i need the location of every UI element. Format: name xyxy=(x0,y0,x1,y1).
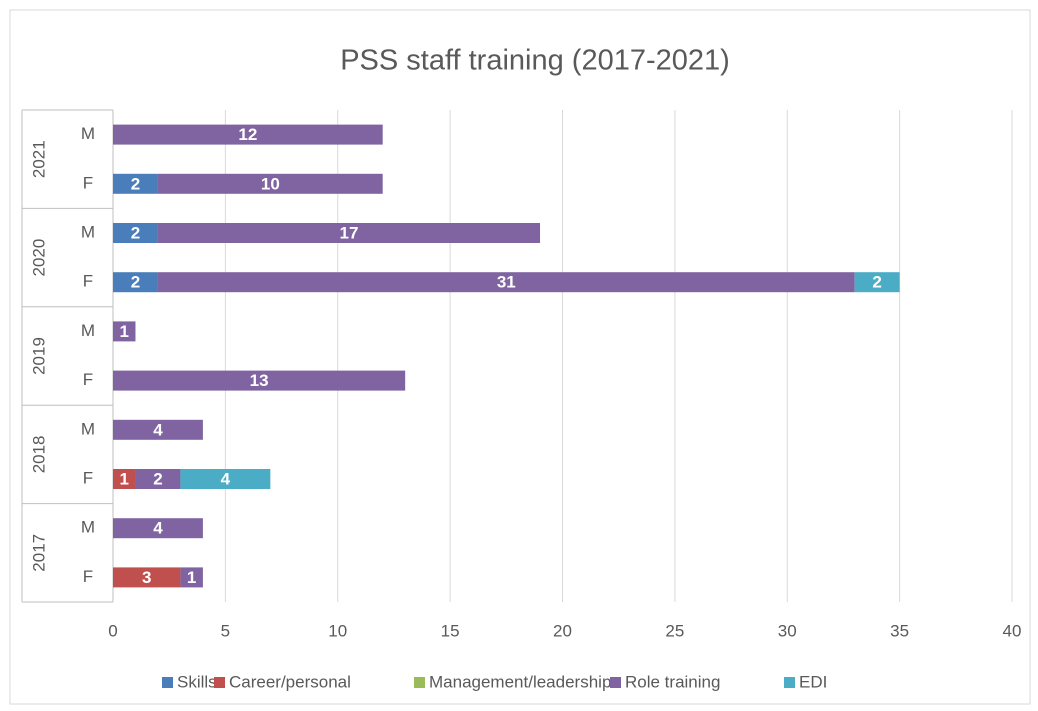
group-label: 2017 xyxy=(29,534,48,572)
bar-segment xyxy=(157,173,383,194)
legend-label: Career/personal xyxy=(229,672,351,691)
data-label: 4 xyxy=(153,420,163,439)
y-tick-label: M xyxy=(81,419,95,438)
y-tick-label: F xyxy=(83,173,93,192)
legend-label: EDI xyxy=(799,672,827,691)
bar-segment xyxy=(113,223,158,243)
group-label: 2020 xyxy=(29,239,48,277)
data-label: 2 xyxy=(131,273,140,292)
bar-segment xyxy=(135,469,181,489)
y-tick-label: F xyxy=(83,567,93,586)
bar-segment xyxy=(113,272,158,293)
group-label: 2021 xyxy=(29,140,48,178)
bar-segment xyxy=(180,469,271,489)
y-tick-label: F xyxy=(83,468,93,487)
data-label: 1 xyxy=(120,322,129,341)
data-label: 2 xyxy=(131,174,140,193)
legend-label: Skills xyxy=(177,672,217,691)
bar-segment xyxy=(113,370,406,391)
bar-segment xyxy=(180,567,203,588)
data-label: 2 xyxy=(131,223,140,242)
bar-segment xyxy=(157,272,855,293)
legend-swatch xyxy=(162,677,173,688)
x-tick-label: 20 xyxy=(553,621,572,640)
bar-segment xyxy=(113,518,203,539)
data-label: 2 xyxy=(153,469,162,488)
bar-segment xyxy=(113,469,136,489)
bar-segment xyxy=(113,419,203,440)
legend-swatch xyxy=(414,677,425,688)
x-tick-label: 0 xyxy=(108,621,117,640)
y-tick-label: M xyxy=(81,321,95,340)
data-label: 4 xyxy=(221,469,231,488)
bar-segment xyxy=(113,567,181,588)
legend-label: Management/leadership xyxy=(429,672,611,691)
data-label: 1 xyxy=(120,469,129,488)
bar-segment xyxy=(113,124,383,145)
legend-label: Role training xyxy=(625,672,720,691)
x-tick-label: 30 xyxy=(778,621,797,640)
data-label: 4 xyxy=(153,519,163,538)
legend-swatch xyxy=(784,677,795,688)
x-tick-label: 15 xyxy=(441,621,460,640)
x-tick-label: 10 xyxy=(328,621,347,640)
group-label: 2019 xyxy=(29,337,48,375)
group-label: 2018 xyxy=(29,435,48,473)
data-label: 12 xyxy=(238,125,257,144)
y-tick-label: F xyxy=(83,272,93,291)
x-tick-label: 5 xyxy=(221,621,230,640)
legend-swatch xyxy=(214,677,225,688)
legend-swatch xyxy=(610,677,621,688)
bar-segment xyxy=(157,223,541,243)
data-label: 17 xyxy=(340,223,359,242)
bar-segment xyxy=(113,173,158,194)
x-tick-label: 25 xyxy=(665,621,684,640)
x-tick-label: 35 xyxy=(890,621,909,640)
x-tick-label: 40 xyxy=(1003,621,1022,640)
data-label: 31 xyxy=(497,273,516,292)
data-label: 10 xyxy=(261,174,280,193)
data-label: 13 xyxy=(250,371,269,390)
y-tick-label: M xyxy=(81,518,95,537)
chart-border xyxy=(9,9,1031,705)
y-tick-label: M xyxy=(81,124,95,143)
data-label: 1 xyxy=(187,568,196,587)
data-label: 3 xyxy=(142,568,151,587)
bar-segment xyxy=(854,272,900,293)
bar-segment xyxy=(113,321,136,342)
y-tick-label: M xyxy=(81,222,95,241)
chart-title: PSS staff training (2017-2021) xyxy=(340,45,730,77)
y-tick-label: F xyxy=(83,370,93,389)
data-label: 2 xyxy=(872,273,881,292)
